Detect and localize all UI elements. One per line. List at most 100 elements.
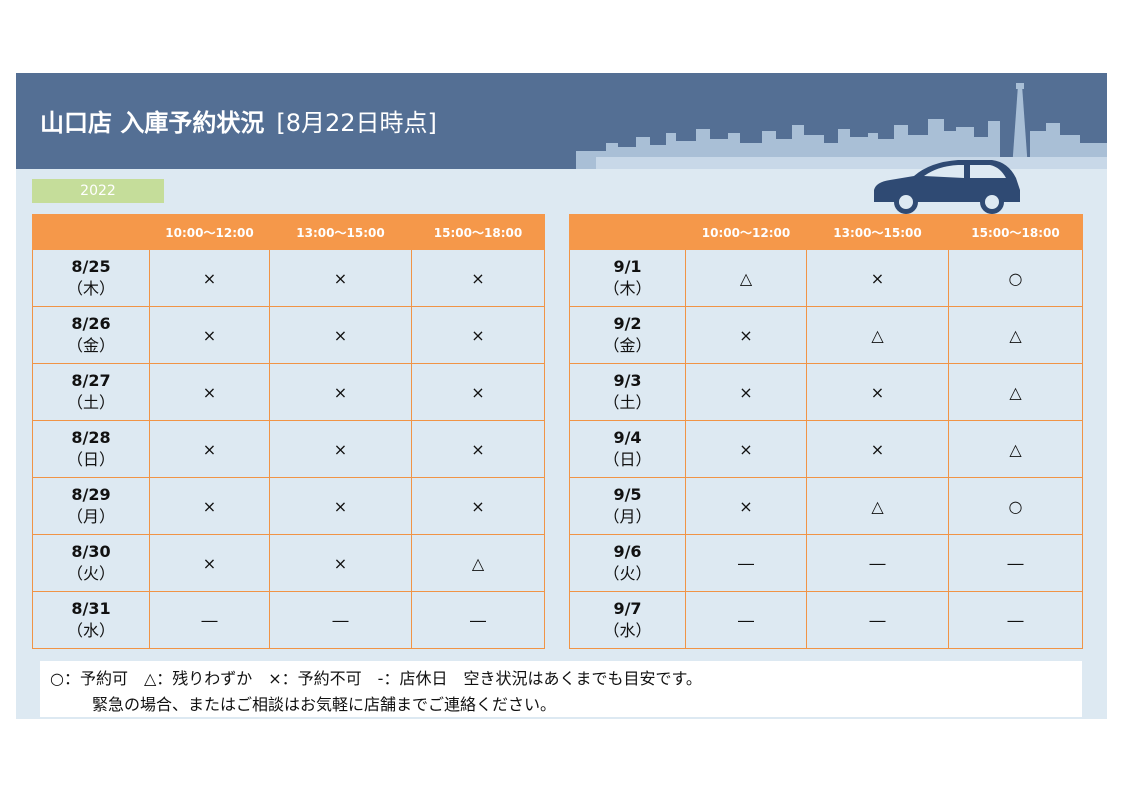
header-slot-2: 13:00～15:00 <box>806 214 949 250</box>
availability-cell: × <box>806 249 949 307</box>
date-label: 8/29 <box>71 485 111 504</box>
date-cell: 9/2 （金） <box>569 306 686 364</box>
weekday-label: （土） <box>66 393 115 412</box>
table-row: 8/29 （月） × × × <box>32 477 545 535</box>
date-label: 9/5 <box>613 485 642 504</box>
date-label: 9/2 <box>613 314 642 333</box>
weekday-label: （木） <box>603 279 652 298</box>
availability-cell: △ <box>411 534 545 592</box>
date-label: 9/3 <box>613 371 642 390</box>
availability-cell: ― <box>948 534 1083 592</box>
availability-cell: × <box>806 363 949 421</box>
availability-cell: × <box>411 306 545 364</box>
table-row: 9/6 （火） ― ― ― <box>569 534 1083 592</box>
date-cell: 9/1 （木） <box>569 249 686 307</box>
schedule-table-august: 10:00～12:00 13:00～15:00 15:00～18:00 8/25… <box>32 214 545 649</box>
page-title: 山口店 入庫予約状況 [8月22日時点] <box>40 103 437 138</box>
availability-cell: △ <box>948 420 1083 478</box>
availability-cell: △ <box>948 306 1083 364</box>
availability-cell: ― <box>685 534 807 592</box>
availability-cell: ○ <box>948 477 1083 535</box>
availability-cell: × <box>269 363 412 421</box>
table-row: 8/27 （土） × × × <box>32 363 545 421</box>
table-row: 8/31 （水） ― ― ― <box>32 591 545 649</box>
availability-cell: ― <box>269 591 412 649</box>
availability-cell: ○ <box>948 249 1083 307</box>
availability-cell: ― <box>806 534 949 592</box>
car-illustration <box>874 160 1020 214</box>
date-cell: 9/5 （月） <box>569 477 686 535</box>
date-cell: 8/30 （火） <box>32 534 150 592</box>
date-label: 8/25 <box>71 257 111 276</box>
date-label: 8/28 <box>71 428 111 447</box>
date-label: 8/31 <box>71 599 111 618</box>
date-label: 8/30 <box>71 542 111 561</box>
header-slot-2: 13:00～15:00 <box>269 214 412 250</box>
header-banner <box>16 73 1107 169</box>
header-slot-1: 10:00～12:00 <box>149 214 270 250</box>
schedule-table-september: 10:00～12:00 13:00～15:00 15:00～18:00 9/1 （… <box>569 214 1083 649</box>
date-label: 8/27 <box>71 371 111 390</box>
date-label: 9/6 <box>613 542 642 561</box>
availability-cell: × <box>149 420 270 478</box>
table-row: 9/3 （土） × × △ <box>569 363 1083 421</box>
availability-cell: △ <box>806 477 949 535</box>
availability-cell: × <box>269 420 412 478</box>
city-skyline-illustration <box>576 83 1107 169</box>
availability-cell: × <box>269 534 412 592</box>
year-tag: 2022 <box>32 179 164 203</box>
availability-cell: × <box>411 249 545 307</box>
legend-line-2: 緊急の場合、またはご相談はお気軽に店舗までご連絡ください。 <box>92 695 557 714</box>
availability-cell: × <box>269 306 412 364</box>
weekday-label: （日） <box>603 450 652 469</box>
date-label: 8/26 <box>71 314 111 333</box>
header-slot-3: 15:00～18:00 <box>411 214 545 250</box>
header-date-cell <box>32 214 150 250</box>
availability-cell: △ <box>685 249 807 307</box>
availability-cell: × <box>685 306 807 364</box>
weekday-label: （月） <box>603 507 652 526</box>
weekday-label: （木） <box>66 279 115 298</box>
availability-cell: ― <box>149 591 270 649</box>
date-cell: 8/25 （木） <box>32 249 150 307</box>
availability-cell: × <box>685 420 807 478</box>
store-title: 山口店 入庫予約状況 <box>40 109 265 137</box>
legend-line-1: ○：予約可 △：残りわずか ×：予約不可 -：店休日 空き状況はあくまでも目安で… <box>50 669 702 688</box>
as-of-date: [8月22日時点] <box>276 109 437 137</box>
date-cell: 8/31 （水） <box>32 591 150 649</box>
date-cell: 8/29 （月） <box>32 477 150 535</box>
availability-cell: ― <box>948 591 1083 649</box>
date-cell: 9/3 （土） <box>569 363 686 421</box>
date-cell: 9/4 （日） <box>569 420 686 478</box>
availability-cell: × <box>269 249 412 307</box>
date-cell: 8/26 （金） <box>32 306 150 364</box>
table-row: 9/5 （月） × △ ○ <box>569 477 1083 535</box>
table-row: 8/26 （金） × × × <box>32 306 545 364</box>
table-row: 9/7 （水） ― ― ― <box>569 591 1083 649</box>
header-slot-3: 15:00～18:00 <box>948 214 1083 250</box>
availability-cell: × <box>269 477 412 535</box>
header-date-cell <box>569 214 686 250</box>
table-header-row: 10:00～12:00 13:00～15:00 15:00～18:00 <box>569 214 1083 250</box>
weekday-label: （水） <box>603 621 652 640</box>
weekday-label: （土） <box>603 393 652 412</box>
weekday-label: （月） <box>66 507 115 526</box>
table-row: 8/30 （火） × × △ <box>32 534 545 592</box>
availability-cell: × <box>149 306 270 364</box>
availability-cell: ― <box>411 591 545 649</box>
weekday-label: （火） <box>603 564 652 583</box>
availability-cell: ― <box>806 591 949 649</box>
availability-cell: × <box>149 249 270 307</box>
availability-cell: × <box>685 477 807 535</box>
availability-cell: × <box>411 477 545 535</box>
table-row: 8/25 （木） × × × <box>32 249 545 307</box>
table-header-row: 10:00～12:00 13:00～15:00 15:00～18:00 <box>32 214 545 250</box>
weekday-label: （金） <box>603 336 652 355</box>
table-row: 9/1 （木） △ × ○ <box>569 249 1083 307</box>
availability-cell: × <box>411 420 545 478</box>
header-slot-1: 10:00～12:00 <box>685 214 807 250</box>
availability-cell: △ <box>948 363 1083 421</box>
date-label: 9/7 <box>613 599 642 618</box>
weekday-label: （日） <box>66 450 115 469</box>
date-label: 9/1 <box>613 257 642 276</box>
